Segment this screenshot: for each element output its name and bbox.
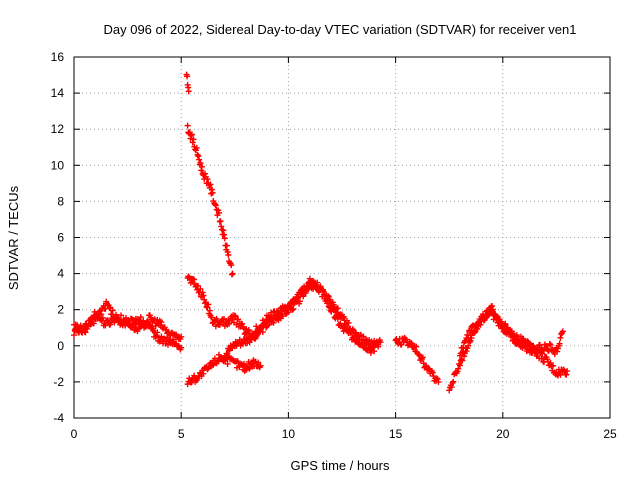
y-tick-label: -2 — [53, 375, 64, 389]
series-arc-2 — [71, 308, 185, 343]
x-tick-label: 0 — [71, 427, 78, 441]
y-tick-label: 6 — [57, 231, 64, 245]
grid — [74, 57, 610, 418]
tick-labels: 0 5 10 15 20 25 -4 -2 0 2 4 6 8 10 12 14 16 — [51, 50, 617, 441]
series-markers — [253, 279, 384, 350]
series-arc-3 — [184, 122, 236, 278]
y-tick-label: 4 — [57, 267, 64, 281]
x-axis-label: GPS time / hours — [291, 458, 390, 473]
series-arc-8 — [253, 279, 384, 350]
y-tick-label: 2 — [57, 303, 64, 317]
x-tick-label: 20 — [496, 427, 510, 441]
series-arc-7 — [221, 275, 378, 362]
x-tick-label: 15 — [389, 427, 403, 441]
series-arc-11 — [456, 307, 566, 359]
series-markers — [184, 122, 236, 278]
y-tick-label: 0 — [57, 339, 64, 353]
y-tick-label: 10 — [51, 158, 65, 172]
y-tick-label: 14 — [51, 86, 65, 100]
x-tick-label: 5 — [178, 427, 185, 441]
chart-title: Day 096 of 2022, Sidereal Day-to-day VTE… — [103, 22, 576, 37]
y-tick-label: 12 — [51, 122, 65, 136]
series-arc-5 — [184, 273, 260, 342]
x-tick-label: 25 — [603, 427, 617, 441]
y-axis-label: SDTVAR / TECUs — [6, 185, 21, 290]
data-series — [71, 71, 571, 394]
series-markers — [221, 275, 378, 362]
series-markers — [184, 273, 260, 342]
series-markers — [183, 71, 192, 95]
y-tick-label: 16 — [51, 50, 65, 64]
x-tick-label: 10 — [282, 427, 296, 441]
series-markers — [392, 334, 442, 385]
y-tick-label: 8 — [57, 194, 64, 208]
series-markers — [456, 307, 566, 359]
y-tick-label: -4 — [53, 411, 64, 425]
series-arc-9 — [392, 334, 442, 385]
series-markers — [71, 308, 185, 343]
series-arc-4 — [183, 71, 192, 95]
